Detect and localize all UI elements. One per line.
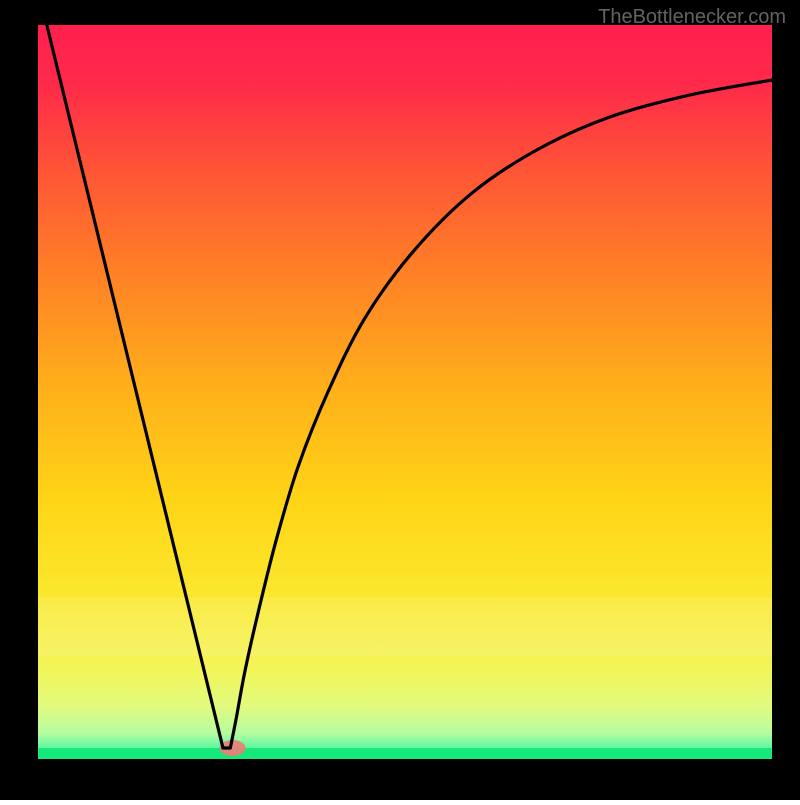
bottleneck-chart: TheBottlenecker.com [0,0,800,800]
watermark-text: TheBottlenecker.com [598,6,786,29]
chart-light-band [38,598,772,657]
chart-green-band [38,748,772,759]
